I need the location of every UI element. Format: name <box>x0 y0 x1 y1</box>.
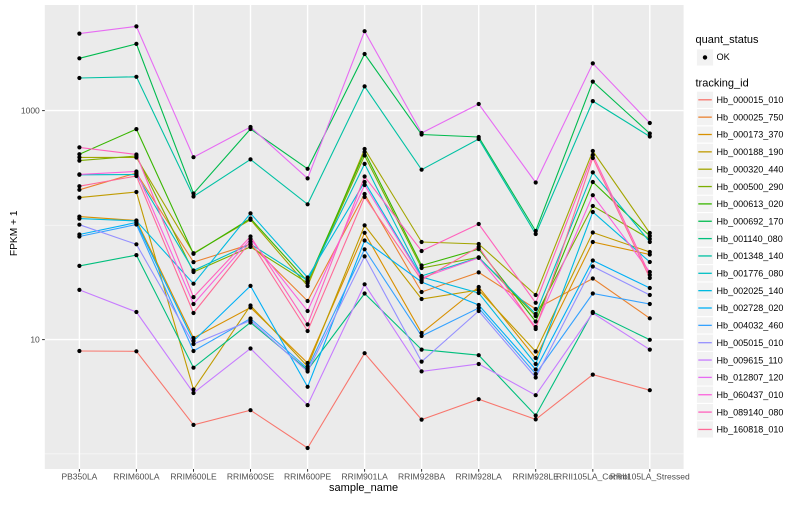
svg-text:Hb_002728_020: Hb_002728_020 <box>717 303 784 313</box>
svg-text:RRIM928BA: RRIM928BA <box>398 471 446 481</box>
svg-text:RRIM600SE: RRIM600SE <box>227 471 275 481</box>
svg-text:10: 10 <box>30 335 40 345</box>
svg-text:RRIM928LA: RRIM928LA <box>456 471 503 481</box>
svg-text:Hb_000500_290: Hb_000500_290 <box>717 182 784 192</box>
svg-text:RRII105LA_Stressed: RRII105LA_Stressed <box>610 471 690 481</box>
svg-text:sample_name: sample_name <box>329 482 398 494</box>
svg-text:RRIM928LE: RRIM928LE <box>513 471 560 481</box>
svg-text:Hb_001140_080: Hb_001140_080 <box>717 234 783 244</box>
svg-text:PB350LA: PB350LA <box>61 471 97 481</box>
svg-text:Hb_000188_190: Hb_000188_190 <box>717 147 784 157</box>
svg-text:quant_status: quant_status <box>696 34 759 46</box>
svg-text:1000: 1000 <box>21 106 40 116</box>
svg-text:Hb_000692_170: Hb_000692_170 <box>717 216 784 226</box>
svg-text:Hb_000320_440: Hb_000320_440 <box>717 164 784 174</box>
svg-text:Hb_160818_010: Hb_160818_010 <box>717 425 784 435</box>
svg-text:RRIM600LA: RRIM600LA <box>113 471 160 481</box>
svg-text:Hb_005015_010: Hb_005015_010 <box>717 338 784 348</box>
svg-text:Hb_001776_080: Hb_001776_080 <box>717 269 784 279</box>
svg-text:RRIM600PE: RRIM600PE <box>284 471 332 481</box>
svg-text:Hb_000025_750: Hb_000025_750 <box>717 112 784 122</box>
svg-text:tracking_id: tracking_id <box>696 78 749 90</box>
svg-text:Hb_001348_140: Hb_001348_140 <box>717 251 784 261</box>
svg-text:RRIM901LA: RRIM901LA <box>341 471 388 481</box>
svg-text:Hb_002025_140: Hb_002025_140 <box>717 286 784 296</box>
svg-text:FPKM + 1: FPKM + 1 <box>9 210 20 256</box>
svg-text:Hb_000173_370: Hb_000173_370 <box>717 130 784 140</box>
svg-text:OK: OK <box>717 52 731 62</box>
svg-text:RRIM600LE: RRIM600LE <box>170 471 217 481</box>
svg-text:Hb_000613_020: Hb_000613_020 <box>717 199 784 209</box>
svg-text:Hb_089140_080: Hb_089140_080 <box>717 407 784 417</box>
svg-text:Hb_004032_460: Hb_004032_460 <box>717 321 784 331</box>
svg-text:Hb_000015_010: Hb_000015_010 <box>717 95 784 105</box>
svg-text:RRII105LA_Control: RRII105LA_Control <box>556 471 630 481</box>
svg-text:Hb_060437_010: Hb_060437_010 <box>717 390 784 400</box>
svg-text:Hb_009615_110: Hb_009615_110 <box>717 355 783 365</box>
svg-text:Hb_012807_120: Hb_012807_120 <box>717 373 784 383</box>
